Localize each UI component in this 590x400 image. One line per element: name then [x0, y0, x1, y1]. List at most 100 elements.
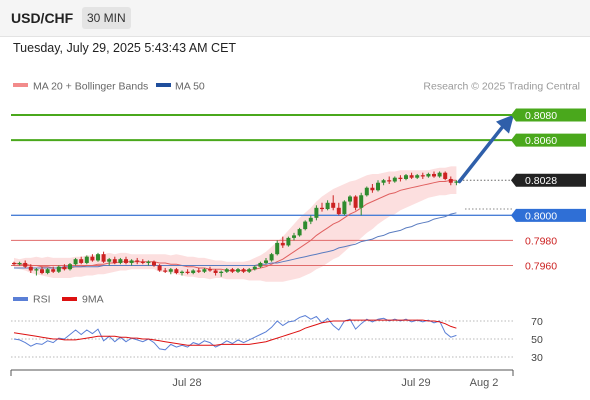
candle-body — [353, 196, 358, 208]
candle-body — [409, 175, 414, 178]
candle-body — [152, 261, 156, 266]
candle — [437, 171, 442, 178]
candle — [415, 173, 420, 179]
candle — [448, 176, 453, 186]
candle — [325, 200, 330, 211]
candle-body — [286, 237, 291, 246]
timeframe-button[interactable]: 30 MIN — [82, 7, 131, 29]
candle-body — [381, 180, 386, 183]
level-tag-0.8080 — [511, 108, 586, 122]
candle — [353, 195, 358, 211]
level-label-0.8000: 0.8000 — [525, 210, 557, 222]
rsi-tick-label: 50 — [531, 334, 543, 346]
candle-body — [168, 269, 173, 272]
candle-body — [157, 265, 162, 271]
candle — [314, 205, 319, 221]
candle-body — [107, 259, 112, 262]
candle-body — [448, 178, 453, 183]
candle-body — [34, 269, 39, 271]
candle — [286, 236, 291, 247]
candle-body — [325, 202, 330, 210]
candle — [191, 269, 196, 275]
candle — [241, 267, 246, 273]
rsi-line — [13, 315, 457, 351]
candle — [420, 172, 425, 179]
ma20-legend-label: MA 20 + Bollinger Bands — [33, 81, 148, 93]
candle-body — [342, 201, 347, 215]
candle-body — [28, 266, 33, 271]
candle — [101, 251, 106, 263]
candle — [157, 264, 162, 272]
candle-body — [202, 269, 207, 272]
candle — [269, 252, 274, 262]
ma9-legend-label: 9MA — [82, 294, 104, 306]
candle — [331, 195, 336, 211]
candle — [146, 260, 151, 266]
candle-body — [112, 259, 117, 263]
candle-body — [398, 177, 403, 179]
rsi-tick-label: 70 — [531, 316, 543, 328]
level-labels: 0.8080 0.8060 0.8028 0.8000 0.7980 0.7960 — [511, 108, 586, 272]
candle — [224, 267, 229, 273]
candle — [168, 267, 173, 275]
candle-body — [45, 269, 50, 273]
candle — [174, 267, 179, 275]
credit-label: Research © 2025 Trading Central — [423, 81, 580, 93]
candle — [264, 257, 268, 265]
candle-body — [219, 271, 224, 273]
candle — [364, 186, 369, 197]
ma9-legend-swatch — [62, 297, 77, 301]
candle — [34, 267, 39, 276]
x-axis-label: Jul 29 — [401, 377, 430, 389]
candle — [129, 259, 134, 266]
candle-body — [258, 262, 263, 267]
candle — [376, 180, 380, 192]
candle — [258, 261, 263, 268]
candle-body — [415, 175, 420, 178]
candle-body — [185, 271, 190, 273]
candle-body — [264, 260, 268, 263]
candle-body — [308, 217, 313, 222]
candle — [185, 269, 190, 275]
x-axis-label: Aug 2 — [470, 377, 499, 389]
bollinger-band-layer — [14, 166, 457, 282]
candle-body — [73, 259, 78, 265]
chart-legend: MA 20 + Bollinger Bands MA 50 Research ©… — [13, 81, 580, 93]
candle-body — [314, 207, 319, 218]
candle — [163, 267, 168, 273]
candle — [135, 257, 140, 265]
forecast-arrow-head — [496, 114, 514, 134]
candle — [96, 252, 100, 262]
candle-body — [437, 172, 442, 177]
candle — [90, 254, 95, 262]
candle — [107, 257, 112, 266]
candle — [45, 267, 50, 275]
candle-body — [17, 262, 22, 265]
candle — [252, 265, 257, 271]
candle-body — [196, 270, 201, 272]
candle — [56, 265, 61, 273]
candle-body — [364, 187, 369, 196]
rsi-legend: RSI 9MA — [13, 294, 104, 306]
bollinger-band — [14, 166, 457, 282]
candle-body — [90, 256, 95, 261]
level-label-0.8028: 0.8028 — [525, 175, 557, 187]
level-label-0.8060: 0.8060 — [525, 135, 557, 147]
candle — [443, 171, 448, 181]
candle-body — [146, 261, 151, 263]
rsi-tick-label: 30 — [531, 352, 543, 364]
forecast-arrow-shaft — [457, 125, 504, 184]
candle — [152, 260, 156, 267]
candle-body — [292, 235, 296, 238]
candle-body — [84, 256, 89, 263]
candle — [404, 173, 408, 181]
candle — [112, 256, 117, 265]
candle-body — [12, 262, 16, 265]
candle — [236, 267, 240, 273]
candle-body — [443, 172, 448, 179]
candle-body — [370, 187, 375, 191]
candle-body — [426, 173, 431, 177]
candle-body — [348, 196, 352, 202]
candle — [370, 183, 375, 193]
candle-body — [320, 207, 324, 210]
